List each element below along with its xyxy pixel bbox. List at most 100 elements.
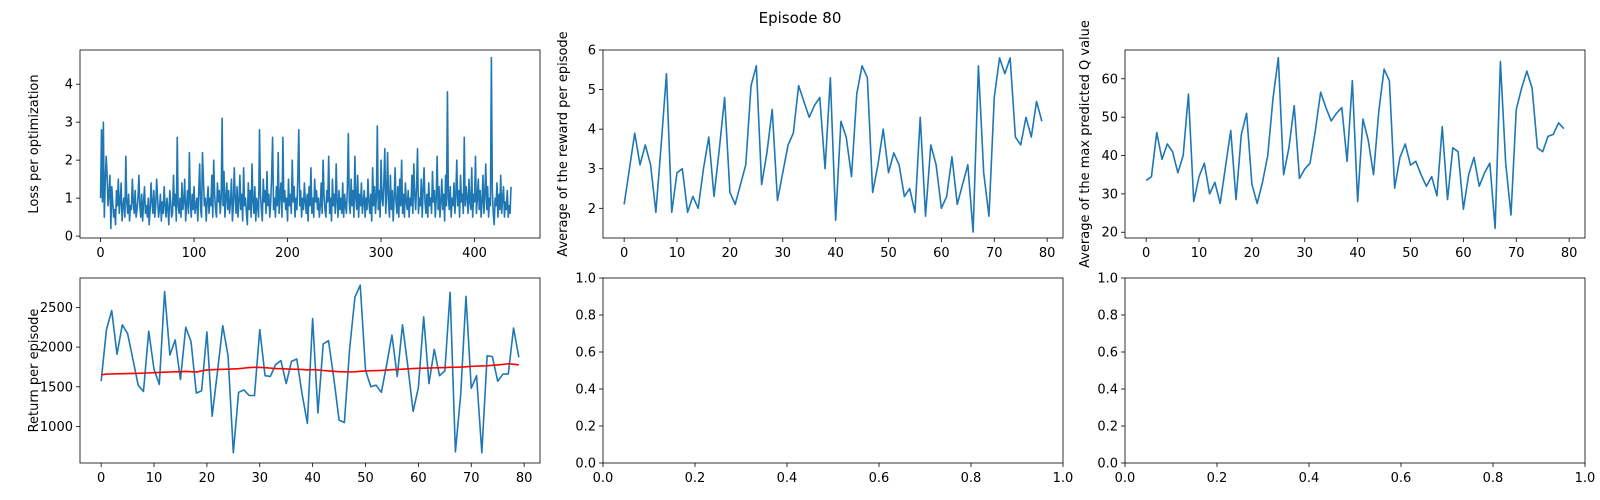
y-tick-label: 1: [65, 192, 73, 207]
y-tick-label: 1.0: [1097, 272, 1118, 287]
x-tick-label: 10: [1191, 246, 1208, 261]
x-tick-label: 30: [1296, 246, 1313, 261]
y-tick-label: 40: [1101, 149, 1118, 164]
y-tick-label: 0.8: [1097, 309, 1118, 324]
y-tick-label: 0.0: [575, 457, 596, 472]
y-tick-label: 3: [65, 116, 73, 131]
y-tick-label: 0.0: [1097, 457, 1118, 472]
series-line: [100, 284, 520, 454]
y-axis-label: Average of the reward per episode: [556, 31, 571, 256]
y-tick-label: 1.0: [575, 272, 596, 287]
x-tick-label: 40: [304, 471, 321, 486]
y-tick-label: 6: [588, 44, 596, 59]
x-tick-label: 300: [369, 246, 394, 261]
x-tick-label: 0.2: [685, 471, 706, 486]
y-tick-label: 50: [1101, 111, 1118, 126]
figure-title: Episode 80: [759, 9, 842, 27]
x-tick-label: 20: [1244, 246, 1261, 261]
series-line: [99, 56, 512, 230]
y-axis-label: Loss per optimization: [27, 74, 42, 213]
x-tick-label: 0.0: [593, 471, 614, 486]
axes-frame: [79, 49, 541, 239]
x-tick-label: 50: [1402, 246, 1419, 261]
y-tick-label: 4: [65, 78, 73, 93]
y-tick-label: 3: [588, 162, 596, 177]
x-tick-label: 30: [774, 246, 791, 261]
y-tick-label: 4: [588, 123, 596, 138]
x-tick-label: 0.2: [1207, 471, 1228, 486]
x-tick-label: 10: [146, 471, 163, 486]
x-tick-label: 30: [251, 471, 268, 486]
x-tick-label: 0: [97, 471, 105, 486]
y-tick-label: 30: [1101, 187, 1118, 202]
x-tick-label: 70: [463, 471, 480, 486]
y-axis-label: Return per episode: [27, 309, 42, 433]
y-tick-label: 2: [65, 154, 73, 169]
subplot-4: 0 10 20 30 40 50 60 70 80 1000 1500 2000 2500Return …: [27, 277, 541, 486]
x-tick-label: 0.0: [1115, 471, 1136, 486]
x-tick-label: 200: [275, 246, 300, 261]
x-tick-label: 100: [182, 246, 207, 261]
x-tick-label: 60: [1455, 246, 1472, 261]
y-axis-label: Average of the max predicted Q value: [1078, 20, 1093, 268]
y-tick-label: 2: [588, 202, 596, 217]
y-tick-label: 0.4: [1097, 383, 1118, 398]
x-tick-label: 40: [827, 246, 844, 261]
y-tick-label: 0.2: [1097, 420, 1118, 435]
x-tick-label: 60: [933, 246, 950, 261]
x-tick-label: 20: [199, 471, 216, 486]
x-tick-label: 0: [1142, 246, 1150, 261]
series-line: [623, 57, 1043, 233]
subplot-5: 0.0 0.2 0.4 0.6 0.8 1.0 0.0 0.2 0.4 0.6 0.8 1.0: [575, 272, 1073, 487]
axes-frame: [1124, 277, 1586, 464]
subplot-1: 0 100 200 300 400 0 1 2 3 4 Loss per optimization: [27, 49, 541, 261]
x-tick-label: 50: [357, 471, 374, 486]
x-tick-label: 0.4: [777, 471, 798, 486]
y-tick-label: 0.6: [1097, 346, 1118, 361]
x-tick-label: 1.0: [1575, 471, 1596, 486]
x-tick-label: 80: [1561, 246, 1578, 261]
x-tick-label: 80: [516, 471, 533, 486]
y-tick-label: 0.6: [575, 346, 596, 361]
axes-frame: [1124, 49, 1586, 239]
x-tick-label: 80: [1039, 246, 1056, 261]
x-tick-label: 0.8: [961, 471, 982, 486]
x-tick-label: 10: [669, 246, 686, 261]
axes-frame: [602, 277, 1064, 464]
x-tick-label: 0.4: [1299, 471, 1320, 486]
trend-line: [101, 362, 519, 376]
y-tick-label: 2000: [40, 341, 73, 356]
y-tick-label: 0: [65, 230, 73, 245]
y-tick-label: 5: [588, 83, 596, 98]
x-tick-label: 0.6: [869, 471, 890, 486]
y-tick-label: 20: [1101, 226, 1118, 241]
axes-frame: [602, 49, 1064, 239]
x-tick-label: 50: [880, 246, 897, 261]
x-tick-label: 0.6: [1391, 471, 1412, 486]
subplot-2: 0 10 20 30 40 50 60 70 80 2 3 4 5 6 Average of the rew…: [556, 31, 1064, 261]
y-tick-label: 1000: [40, 420, 73, 435]
x-tick-label: 0: [620, 246, 628, 261]
y-tick-label: 60: [1101, 72, 1118, 87]
subplot-3: 0 10 20 30 40 50 60 70 80 20 30 40 50 60 Average of th…: [1078, 20, 1586, 268]
y-tick-label: 2500: [40, 301, 73, 316]
y-tick-label: 0.4: [575, 383, 596, 398]
x-tick-label: 0: [96, 246, 104, 261]
x-tick-label: 400: [462, 246, 487, 261]
y-tick-label: 1500: [40, 380, 73, 395]
x-tick-label: 70: [1508, 246, 1525, 261]
subplot-6: 0.0 0.2 0.4 0.6 0.8 1.0 0.0 0.2 0.4 0.6 0.8 1.0: [1097, 272, 1595, 487]
x-tick-label: 60: [410, 471, 427, 486]
y-tick-label: 0.2: [575, 420, 596, 435]
y-tick-label: 0.8: [575, 309, 596, 324]
axes-frame: [79, 277, 541, 464]
x-tick-label: 0.8: [1483, 471, 1504, 486]
x-tick-label: 20: [722, 246, 739, 261]
x-tick-label: 40: [1349, 246, 1366, 261]
series-line: [1145, 56, 1565, 230]
x-tick-label: 1.0: [1053, 471, 1074, 486]
x-tick-label: 70: [986, 246, 1003, 261]
